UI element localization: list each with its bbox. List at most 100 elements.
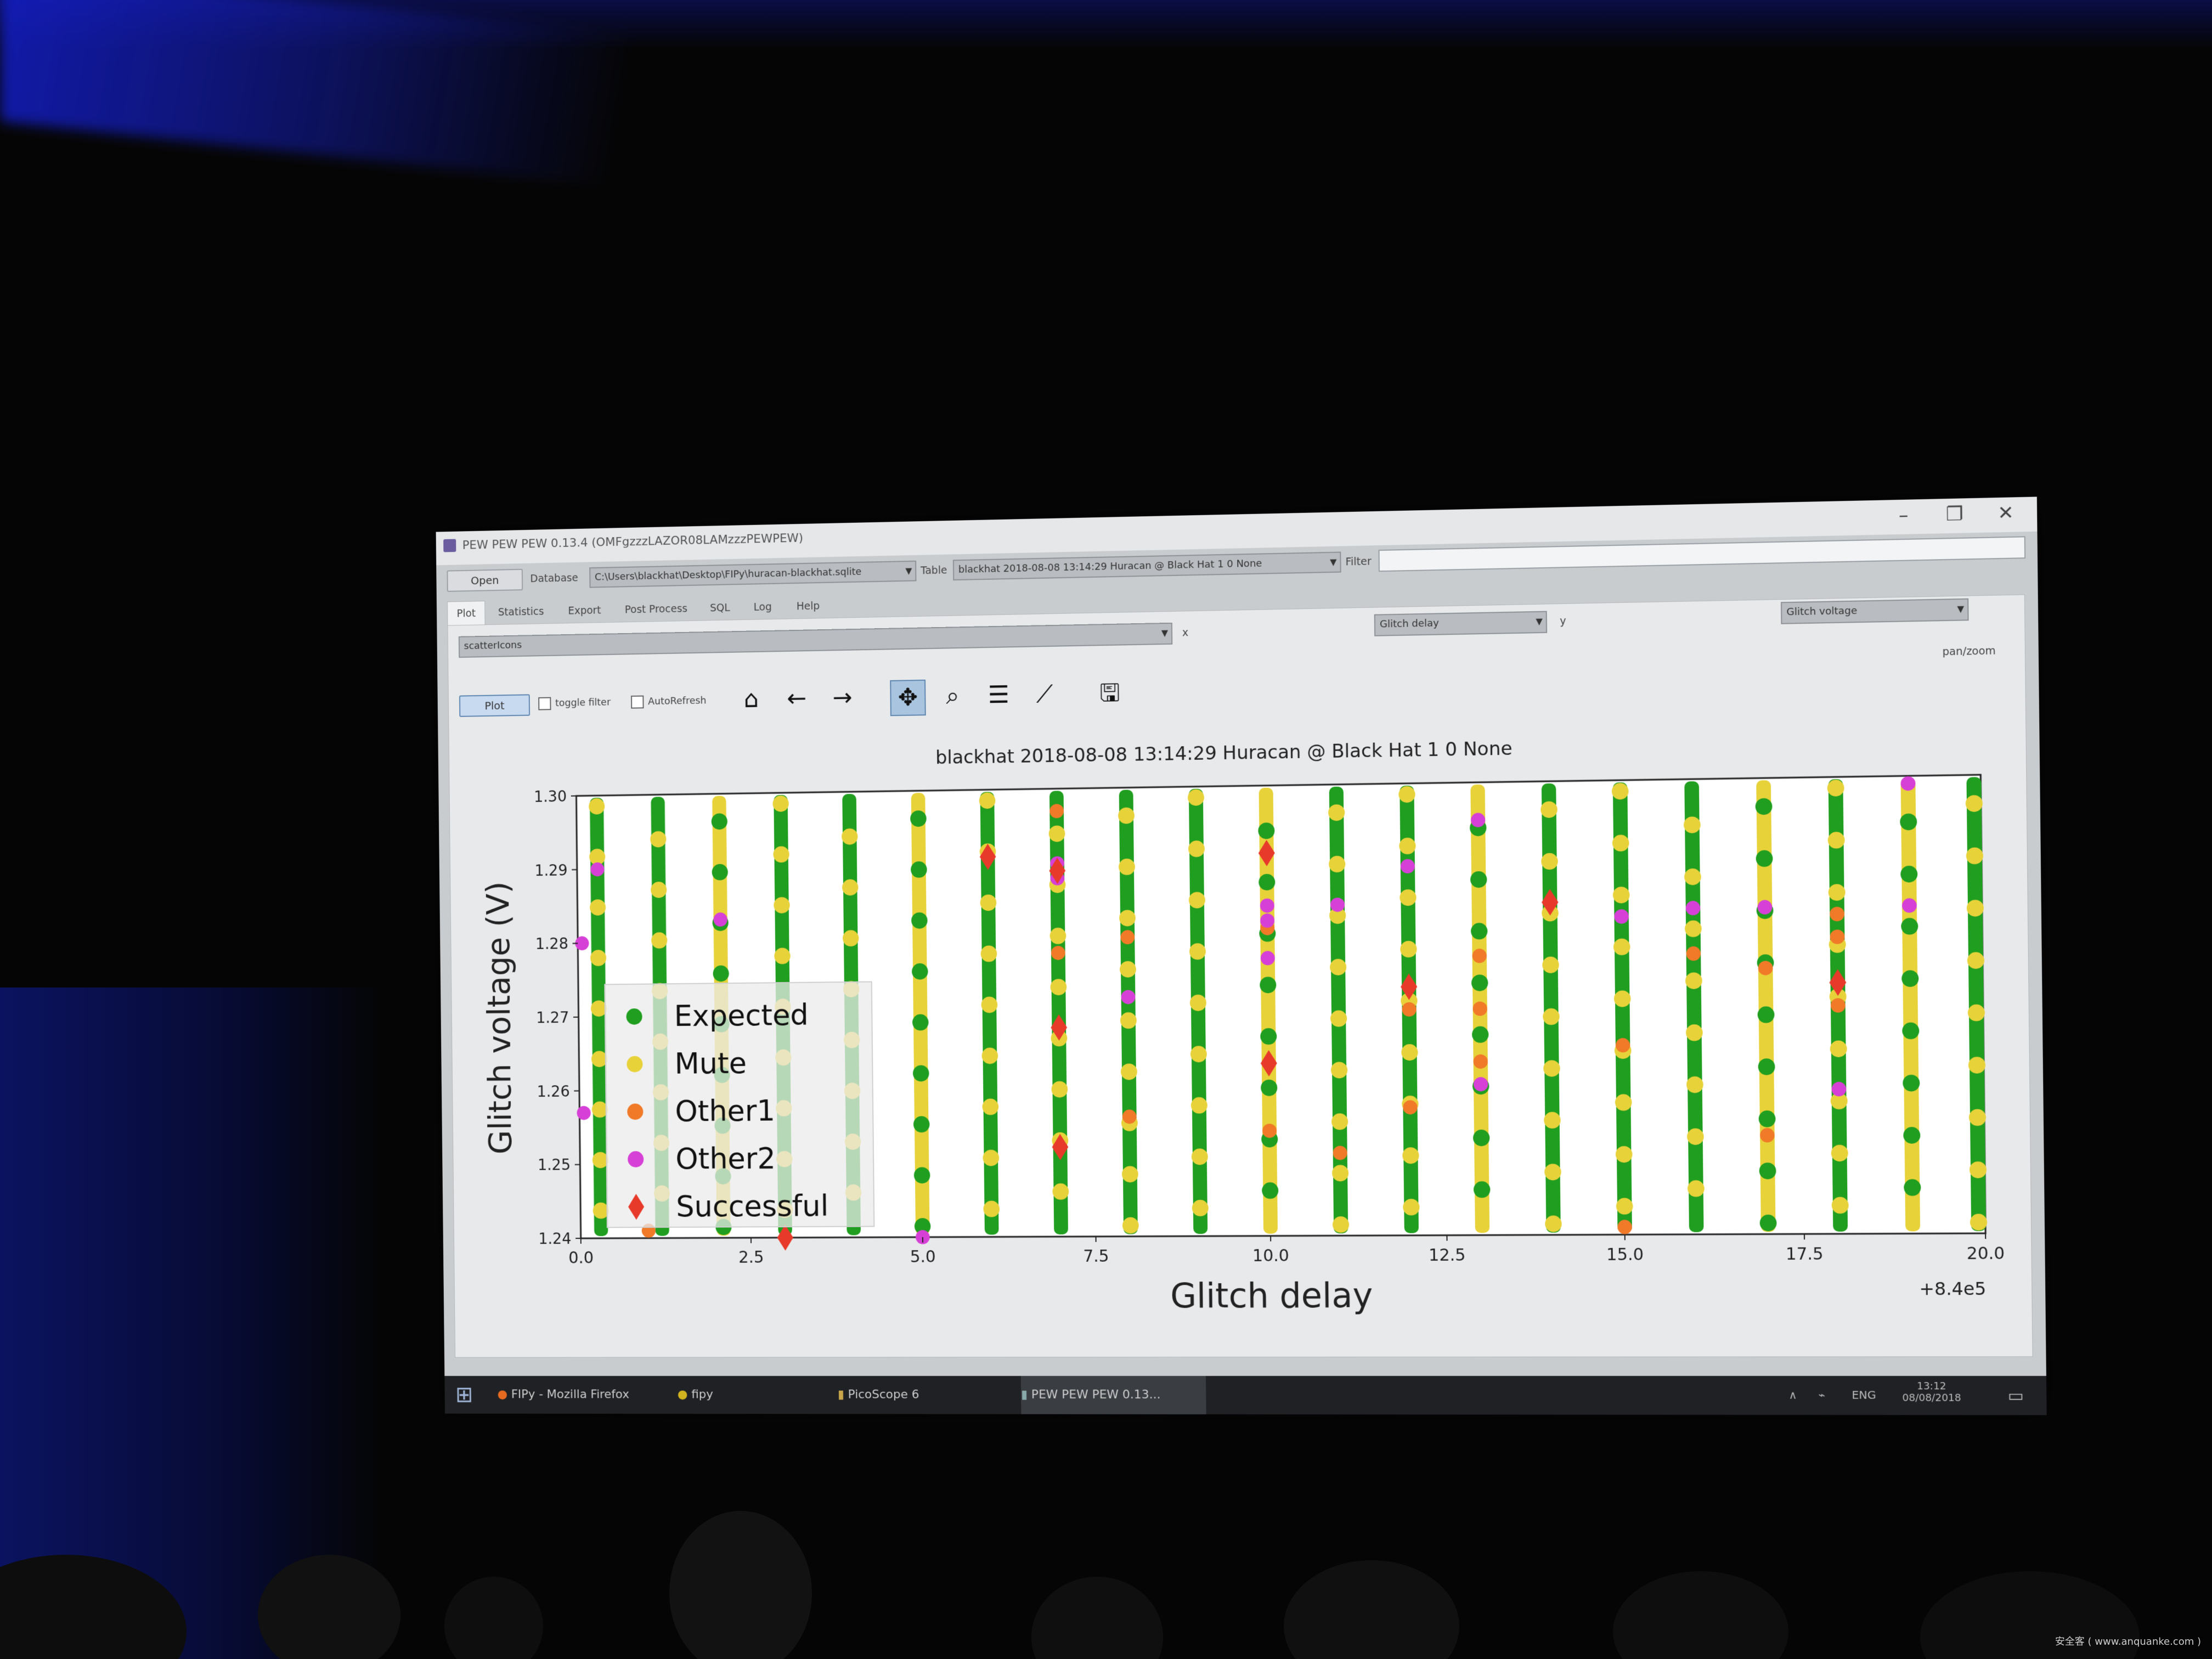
table-select[interactable]: blackhat 2018-08-08 13:14:29 Huracan @ B… xyxy=(953,552,1341,581)
watermark: 安全客 ( www.anquanke.com ) xyxy=(2055,1634,2201,1648)
x-axis-title: Glitch delay xyxy=(1170,1276,1373,1316)
checkbox-box xyxy=(631,696,644,709)
x-tick-label: 7.5 xyxy=(1083,1246,1109,1265)
x-column-value: Glitch delay xyxy=(1380,617,1439,630)
x-tick-label: 17.5 xyxy=(1786,1244,1824,1263)
table-label: Table xyxy=(921,565,947,577)
notification-icon[interactable]: ▭ xyxy=(2007,1386,2024,1406)
toggle-filter-checkbox[interactable]: toggle filter xyxy=(538,695,611,712)
x-tick-label: 12.5 xyxy=(1429,1245,1466,1265)
y-column-select[interactable]: Glitch voltage ▼ xyxy=(1781,599,1969,624)
x-tick-label: 20.0 xyxy=(1967,1243,2005,1263)
save-icon[interactable]: 🖫 xyxy=(1093,676,1127,710)
pan-icon[interactable]: ✥ xyxy=(890,680,926,716)
x-tick-label: 2.5 xyxy=(738,1248,764,1267)
table-value: blackhat 2018-08-08 13:14:29 Huracan @ B… xyxy=(958,558,1262,575)
taskbar-item-firefox[interactable]: ● FIPy - Mozilla Firefox xyxy=(497,1376,667,1414)
chevron-down-icon: ▼ xyxy=(1161,624,1169,642)
configure-icon[interactable]: ☰ xyxy=(981,678,1015,713)
language-indicator[interactable]: ENG xyxy=(1852,1388,1876,1401)
y-axis-label: y xyxy=(1560,615,1566,627)
x-tick-label: 0.0 xyxy=(568,1248,594,1267)
picoscope-icon: ▮ xyxy=(838,1388,844,1402)
tab-plot[interactable]: Plot xyxy=(447,601,486,625)
edit-axis-icon[interactable]: ⟋ xyxy=(1028,677,1062,712)
taskbar-item-picoscope[interactable]: ▮ PicoScope 6 xyxy=(838,1376,1000,1414)
legend-label: Other2 xyxy=(675,1141,776,1176)
y-tick-label: 1.27 xyxy=(536,1008,569,1026)
x-tick-label: 15.0 xyxy=(1606,1244,1644,1264)
open-button[interactable]: Open xyxy=(447,569,523,592)
chevron-down-icon: ▼ xyxy=(1536,612,1543,631)
window-title: PEW PEW PEW 0.13.4 (OMFgzzzLAZOR08LAMzzz… xyxy=(462,532,804,552)
taskbar-item-label: FIPy - Mozilla Firefox xyxy=(511,1388,629,1402)
plot-panel: scatterIcons ▼ x Glitch delay ▼ y Glitch… xyxy=(447,594,2033,1357)
clock-time: 13:12 xyxy=(1902,1380,1961,1392)
audience-silhouettes xyxy=(0,1451,2212,1659)
taskbar-item-fipy[interactable]: ● fipy xyxy=(678,1376,817,1414)
legend-label: Expected xyxy=(674,997,809,1033)
chevron-down-icon: ▼ xyxy=(1330,553,1337,572)
y-ticks: 1.24 1.25 1.26 1.27 1.28 1.29 1.30 xyxy=(534,787,581,1248)
maximize-button[interactable]: ❐ xyxy=(1934,501,1974,527)
zoom-icon[interactable]: ⌕ xyxy=(936,679,970,713)
y-tick-label: 1.28 xyxy=(535,935,568,953)
y-tick-label: 1.25 xyxy=(538,1156,571,1174)
y-column-value: Glitch voltage xyxy=(1786,605,1857,618)
plot-type-select[interactable]: scatterIcons ▼ xyxy=(459,623,1172,658)
database-label: Database xyxy=(530,572,578,585)
x-tick-label: 10.0 xyxy=(1252,1245,1289,1265)
tab-statistics[interactable]: Statistics xyxy=(489,600,553,624)
navigation-toolbar: ⌂ ← → ✥ ⌕ ☰ ⟋ 🖫 xyxy=(735,676,1134,721)
y-axis-title: Glitch voltage (V) xyxy=(480,881,518,1154)
x-axis-label: x xyxy=(1182,627,1188,639)
python-icon: ▮ xyxy=(1021,1388,1028,1402)
chevron-down-icon: ▼ xyxy=(1957,600,1964,619)
taskbar-item-label: PicoScope 6 xyxy=(848,1388,919,1402)
forward-arrow-icon[interactable]: → xyxy=(826,681,859,715)
legend-label: Mute xyxy=(674,1046,747,1081)
app-icon xyxy=(443,539,456,552)
taskbar-item-label: PEW PEW PEW 0.13... xyxy=(1031,1388,1161,1402)
x-tick-label: 5.0 xyxy=(910,1246,936,1266)
x-column-select[interactable]: Glitch delay ▼ xyxy=(1374,611,1547,636)
tab-sql[interactable]: SQL xyxy=(701,596,738,620)
chevron-down-icon: ▼ xyxy=(905,562,912,580)
scatter-chart[interactable]: 0.0 2.5 5.0 7.5 10.0 12.5 15.0 17.5 20.0 1.241.2… xyxy=(460,758,2021,1352)
x-offset-label: +8.4e5 xyxy=(1919,1279,1986,1299)
legend-label: Successful xyxy=(676,1188,829,1223)
y-tick-label: 1.26 xyxy=(537,1082,569,1100)
projector-screen: PEW PEW PEW 0.13.4 (OMFgzzzLAZOR08LAMzzz… xyxy=(436,496,2047,1415)
filter-label: Filter xyxy=(1345,555,1371,568)
toggle-filter-label: toggle filter xyxy=(555,697,611,709)
tab-export[interactable]: Export xyxy=(558,599,611,623)
back-arrow-icon[interactable]: ← xyxy=(780,681,814,715)
network-icon[interactable]: ⌁ xyxy=(1819,1388,1826,1401)
tray-chevron-icon[interactable]: ∧ xyxy=(1788,1388,1797,1401)
firefox-icon: ● xyxy=(498,1388,508,1402)
y-tick-label: 1.24 xyxy=(538,1229,571,1248)
legend-label: Other1 xyxy=(675,1093,775,1128)
plot-button[interactable]: Plot xyxy=(459,694,530,716)
autorefresh-label: AutoRefresh xyxy=(648,695,707,708)
taskbar: ⊞ ● FIPy - Mozilla Firefox ● fipy ▮ Pico… xyxy=(444,1376,2046,1415)
taskbar-item-pewpew[interactable]: ▮ PEW PEW PEW 0.13... xyxy=(1021,1376,1206,1414)
plot-type-value: scatterIcons xyxy=(464,639,522,652)
database-value: C:\Users\blackhat\Desktop\FIPy\huracan-b… xyxy=(595,566,861,583)
checkbox-box xyxy=(538,697,551,710)
clock[interactable]: 13:12 08/08/2018 xyxy=(1902,1380,1961,1404)
y-tick-label: 1.30 xyxy=(534,787,567,806)
mode-status: pan/zoom xyxy=(1942,645,1995,658)
tab-log[interactable]: Log xyxy=(744,595,782,619)
tab-help[interactable]: Help xyxy=(787,594,830,618)
autorefresh-checkbox[interactable]: AutoRefresh xyxy=(631,693,707,710)
taskbar-item-label: fipy xyxy=(691,1388,713,1402)
database-select[interactable]: C:\Users\blackhat\Desktop\FIPy\huracan-b… xyxy=(589,561,916,588)
home-icon[interactable]: ⌂ xyxy=(735,682,768,716)
tab-post-process[interactable]: Post Process xyxy=(616,596,696,622)
minimize-button[interactable]: – xyxy=(1883,503,1923,528)
windows-start-icon[interactable]: ⊞ xyxy=(455,1376,487,1414)
y-tick-label: 1.29 xyxy=(534,861,567,879)
close-button[interactable]: ✕ xyxy=(1985,500,2025,526)
clock-date: 08/08/2018 xyxy=(1902,1392,1961,1404)
